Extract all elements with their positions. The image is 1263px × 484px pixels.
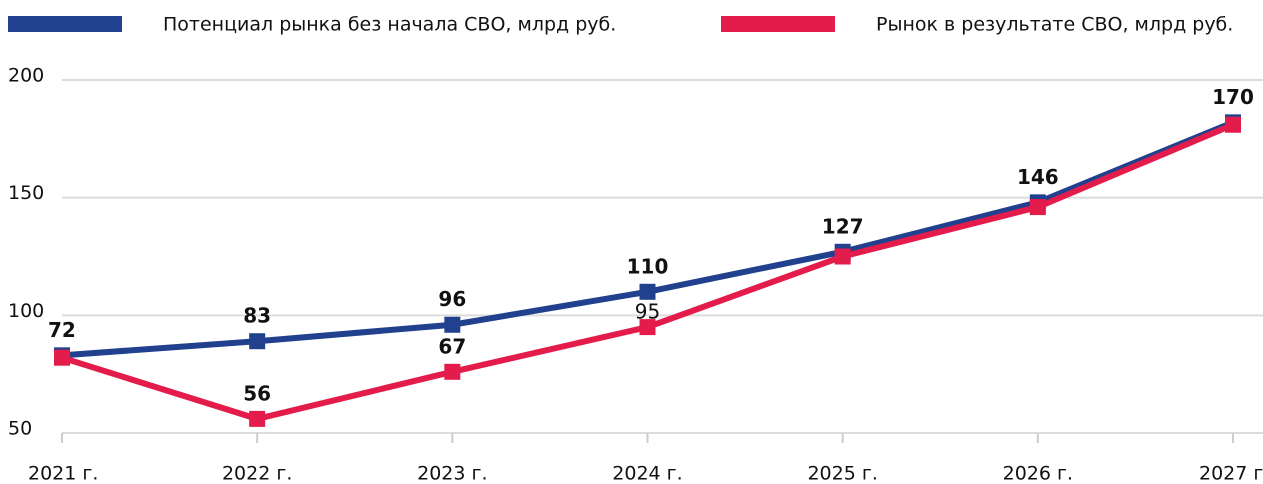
point-marker bbox=[444, 316, 461, 333]
x-tick-label: 2023 г. bbox=[417, 463, 487, 484]
x-tick-label: 2025 г. bbox=[807, 463, 877, 484]
x-tick-label: 2027 г. bbox=[1199, 463, 1263, 484]
y-tick-label: 150 bbox=[8, 182, 44, 204]
x-tick-label: 2024 г. bbox=[612, 463, 682, 484]
legend-label: Рынок в результате СВО, млрд руб. bbox=[876, 14, 1233, 36]
point-marker bbox=[249, 333, 266, 350]
point-marker bbox=[54, 349, 70, 366]
data-label: 127 bbox=[822, 214, 864, 238]
data-label: 72 bbox=[48, 318, 76, 342]
data-label: 170 bbox=[1212, 85, 1254, 109]
data-label: 146 bbox=[1017, 165, 1059, 189]
data-label: 110 bbox=[627, 254, 669, 278]
point-marker bbox=[1029, 199, 1046, 216]
legend-swatch bbox=[721, 16, 835, 32]
point-marker bbox=[834, 248, 851, 265]
point-marker bbox=[639, 319, 656, 336]
x-tick-label: 2021 г. bbox=[28, 463, 98, 484]
x-tick-label: 2022 г. bbox=[222, 463, 292, 484]
legend-label: Потенциал рынка без начала СВО, млрд руб… bbox=[163, 14, 616, 36]
data-label: 83 bbox=[243, 304, 271, 328]
legend-swatch bbox=[8, 16, 122, 32]
point-marker bbox=[1225, 116, 1241, 133]
data-label: 95 bbox=[635, 300, 660, 324]
data-label: 67 bbox=[438, 334, 466, 358]
y-tick-label: 200 bbox=[8, 65, 44, 87]
point-marker bbox=[444, 363, 461, 380]
data-label: 96 bbox=[438, 287, 466, 311]
y-tick-label: 100 bbox=[8, 300, 44, 322]
data-label: 56 bbox=[243, 381, 271, 405]
point-marker bbox=[639, 283, 656, 300]
point-marker bbox=[249, 410, 266, 427]
y-tick-label: 50 bbox=[8, 418, 32, 440]
x-tick-label: 2026 г. bbox=[1003, 463, 1073, 484]
